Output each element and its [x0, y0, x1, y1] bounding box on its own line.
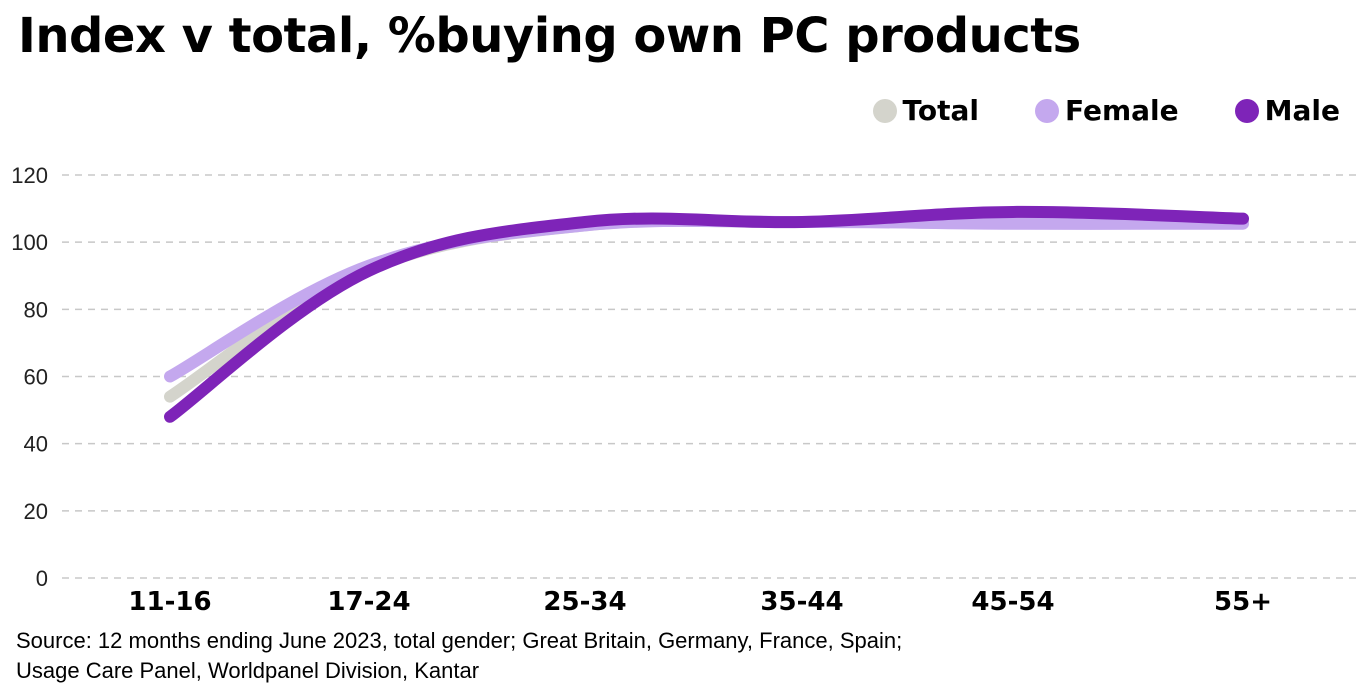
y-tick-label: 20: [24, 499, 48, 524]
legend-label-male: Male: [1264, 94, 1340, 127]
y-tick-label: 80: [24, 297, 48, 322]
series-line-male: [164, 205, 1249, 423]
x-tick-label: 45-54: [971, 587, 1054, 617]
x-tick-label: 55+: [1214, 587, 1272, 617]
legend-swatch-male: [1234, 98, 1259, 123]
y-tick-label: 40: [24, 432, 48, 457]
legend-item-male: Male: [1234, 94, 1340, 127]
legend-swatch-total: [872, 98, 897, 123]
legend-swatch-female: [1035, 98, 1059, 123]
legend: Total Female Male: [872, 94, 1340, 127]
legend-label-female: Female: [1065, 94, 1179, 127]
x-tick-label: 35-44: [760, 587, 843, 617]
source-line-1: Source: 12 months ending June 2023, tota…: [16, 628, 903, 653]
chart-title: Index v total, %buying own PC products: [18, 8, 1081, 64]
y-tick-label: 100: [11, 230, 48, 255]
legend-item-female: Female: [1035, 94, 1179, 127]
x-tick-label: 25-34: [543, 587, 626, 617]
legend-item-total: Total: [872, 94, 980, 127]
source-note: Source: 12 months ending June 2023, tota…: [16, 626, 902, 686]
x-tick-label: 17-24: [327, 587, 410, 617]
source-line-2: Usage Care Panel, Worldpanel Division, K…: [16, 658, 480, 683]
y-tick-label: 120: [11, 163, 48, 188]
x-tick-label: 11-16: [128, 587, 211, 617]
y-tick-label: 0: [36, 566, 48, 591]
y-tick-label: 60: [24, 365, 48, 390]
legend-label-total: Total: [902, 94, 980, 127]
